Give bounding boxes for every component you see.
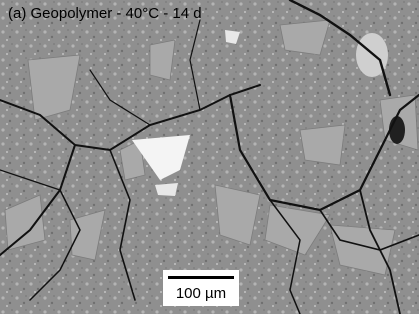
pore — [389, 116, 405, 144]
caption: (a) Geopolymer - 40°C - 14 d — [8, 5, 202, 22]
scale-bar — [168, 276, 234, 279]
scale-bar-label: 100 µm — [176, 285, 226, 302]
micrograph: (a) Geopolymer - 40°C - 14 d 100 µm — [0, 0, 419, 314]
bright-particle — [155, 183, 178, 196]
